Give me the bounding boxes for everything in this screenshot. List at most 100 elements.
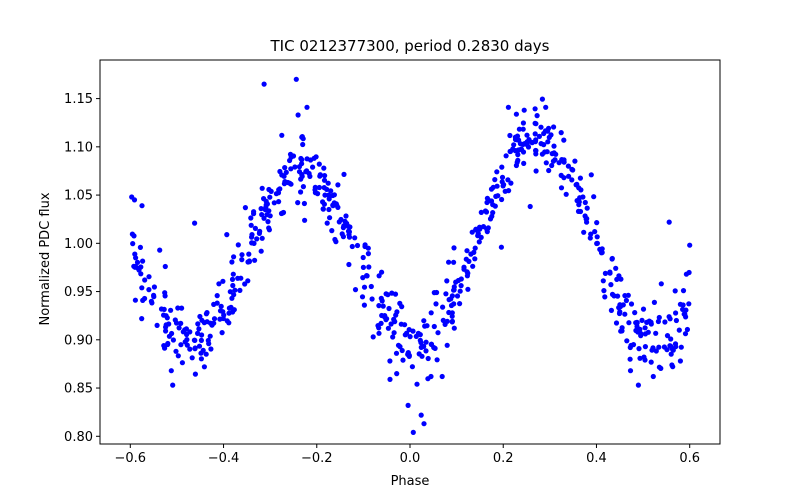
data-point bbox=[360, 264, 366, 270]
data-point bbox=[387, 358, 393, 364]
data-point bbox=[332, 236, 338, 243]
data-point bbox=[214, 293, 220, 299]
data-point bbox=[684, 326, 691, 333]
data-point bbox=[201, 364, 207, 370]
data-point bbox=[498, 244, 504, 250]
data-point bbox=[532, 131, 538, 137]
data-point bbox=[533, 147, 539, 154]
data-point bbox=[478, 209, 484, 215]
data-point bbox=[216, 281, 222, 287]
data-point bbox=[360, 254, 366, 261]
data-point bbox=[400, 357, 406, 363]
data-point bbox=[569, 177, 575, 183]
data-point bbox=[402, 322, 408, 328]
data-point bbox=[463, 256, 469, 262]
data-point bbox=[354, 242, 361, 249]
data-point bbox=[326, 206, 332, 213]
data-point bbox=[666, 219, 672, 225]
data-point bbox=[451, 259, 457, 265]
data-point bbox=[495, 193, 501, 199]
data-point bbox=[321, 165, 327, 171]
data-point bbox=[434, 357, 440, 363]
data-point bbox=[592, 229, 598, 235]
data-point bbox=[549, 151, 555, 157]
data-point bbox=[407, 334, 413, 340]
data-point bbox=[335, 204, 341, 210]
x-tick-label: 0.6 bbox=[679, 451, 700, 466]
data-point bbox=[169, 330, 175, 337]
data-point bbox=[161, 312, 167, 318]
data-point bbox=[405, 350, 411, 356]
data-point bbox=[361, 284, 368, 290]
data-point bbox=[533, 121, 539, 127]
data-point bbox=[668, 336, 674, 342]
data-point bbox=[613, 320, 620, 326]
plot-frame bbox=[99, 59, 721, 445]
data-point bbox=[492, 177, 498, 183]
data-point bbox=[577, 175, 584, 181]
data-point bbox=[220, 315, 226, 322]
data-point bbox=[500, 183, 506, 189]
data-point bbox=[380, 303, 386, 309]
data-point bbox=[627, 368, 634, 374]
data-point bbox=[211, 316, 218, 322]
data-point bbox=[410, 429, 416, 435]
data-point bbox=[229, 259, 235, 265]
data-point bbox=[170, 337, 176, 343]
data-point bbox=[609, 256, 615, 262]
data-point bbox=[321, 177, 328, 183]
data-point bbox=[288, 166, 294, 172]
data-point bbox=[424, 323, 430, 329]
data-point bbox=[653, 348, 659, 354]
data-point bbox=[178, 342, 184, 348]
data-point bbox=[134, 259, 141, 265]
data-point bbox=[198, 350, 204, 356]
data-point bbox=[563, 191, 569, 197]
data-point bbox=[591, 194, 597, 200]
data-point bbox=[230, 271, 236, 277]
data-point bbox=[423, 339, 429, 345]
data-point bbox=[587, 235, 593, 241]
data-point bbox=[561, 157, 567, 163]
data-point bbox=[461, 264, 467, 270]
data-point bbox=[600, 278, 606, 284]
data-point bbox=[276, 199, 282, 205]
data-point bbox=[597, 246, 603, 252]
data-point bbox=[132, 297, 138, 303]
data-point bbox=[183, 326, 189, 332]
data-point bbox=[541, 142, 547, 148]
data-point bbox=[252, 225, 258, 231]
data-point bbox=[602, 270, 609, 276]
data-point bbox=[197, 313, 203, 320]
data-point bbox=[521, 107, 527, 113]
data-point bbox=[365, 245, 371, 251]
data-point bbox=[536, 133, 543, 139]
data-point bbox=[475, 231, 481, 237]
x-axis-label: Phase bbox=[391, 474, 430, 489]
data-point bbox=[458, 283, 464, 289]
data-point bbox=[573, 182, 579, 188]
data-point bbox=[446, 297, 452, 303]
data-point bbox=[237, 287, 243, 293]
data-point bbox=[525, 144, 532, 150]
data-point bbox=[142, 277, 148, 283]
data-point bbox=[207, 333, 213, 339]
data-point bbox=[558, 130, 564, 136]
data-point bbox=[195, 321, 201, 327]
data-point bbox=[602, 294, 608, 300]
data-point bbox=[508, 180, 514, 186]
data-point bbox=[444, 278, 450, 284]
data-point bbox=[295, 200, 301, 206]
data-point bbox=[168, 368, 174, 374]
data-point bbox=[511, 142, 517, 148]
data-point bbox=[594, 220, 600, 226]
data-point bbox=[574, 198, 580, 204]
data-point bbox=[410, 328, 416, 334]
data-point bbox=[392, 291, 399, 297]
data-point bbox=[423, 348, 429, 354]
data-point bbox=[299, 157, 305, 163]
data-point bbox=[189, 355, 195, 361]
data-point bbox=[361, 302, 367, 308]
data-point bbox=[139, 203, 145, 209]
data-point bbox=[505, 104, 511, 110]
